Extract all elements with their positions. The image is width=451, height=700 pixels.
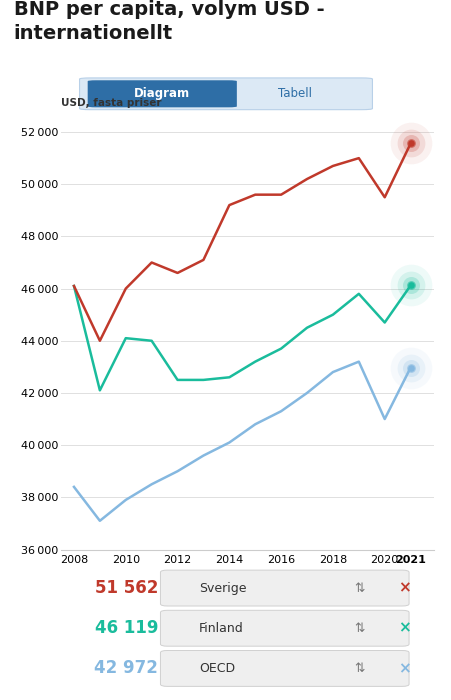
Point: [406, 280, 413, 291]
FancyBboxPatch shape: [160, 650, 408, 687]
Point: [406, 280, 413, 291]
Point: [406, 280, 413, 291]
Text: Tabell: Tabell: [277, 88, 312, 100]
Point: [406, 280, 413, 291]
Text: OECD: OECD: [198, 662, 235, 675]
Point: [406, 138, 413, 149]
Point: [406, 362, 413, 373]
Text: ⇅: ⇅: [353, 622, 364, 635]
Text: Finland: Finland: [198, 622, 243, 635]
Text: ×: ×: [397, 621, 410, 636]
Point: [406, 362, 413, 373]
Text: 42 972: 42 972: [94, 659, 158, 678]
FancyBboxPatch shape: [160, 610, 408, 646]
Text: 51 562: 51 562: [95, 579, 158, 597]
Text: ⇅: ⇅: [353, 662, 364, 675]
Point: [406, 362, 413, 373]
Text: 46 119: 46 119: [95, 620, 158, 637]
Point: [406, 138, 413, 149]
Point: [406, 280, 413, 291]
Text: Sverige: Sverige: [198, 582, 246, 594]
Point: [406, 138, 413, 149]
Text: ×: ×: [397, 661, 410, 676]
Text: Diagram: Diagram: [134, 88, 190, 100]
Text: BNP per capita, volym USD -
internationellt: BNP per capita, volym USD - internatione…: [14, 0, 323, 43]
Text: ×: ×: [397, 580, 410, 596]
FancyBboxPatch shape: [160, 570, 408, 606]
Point: [406, 138, 413, 149]
Text: ⇅: ⇅: [353, 582, 364, 594]
FancyBboxPatch shape: [87, 80, 236, 107]
Point: [406, 362, 413, 373]
Text: USD, fasta priser: USD, fasta priser: [61, 98, 161, 108]
Point: [406, 362, 413, 373]
Point: [406, 138, 413, 149]
FancyBboxPatch shape: [79, 78, 372, 110]
